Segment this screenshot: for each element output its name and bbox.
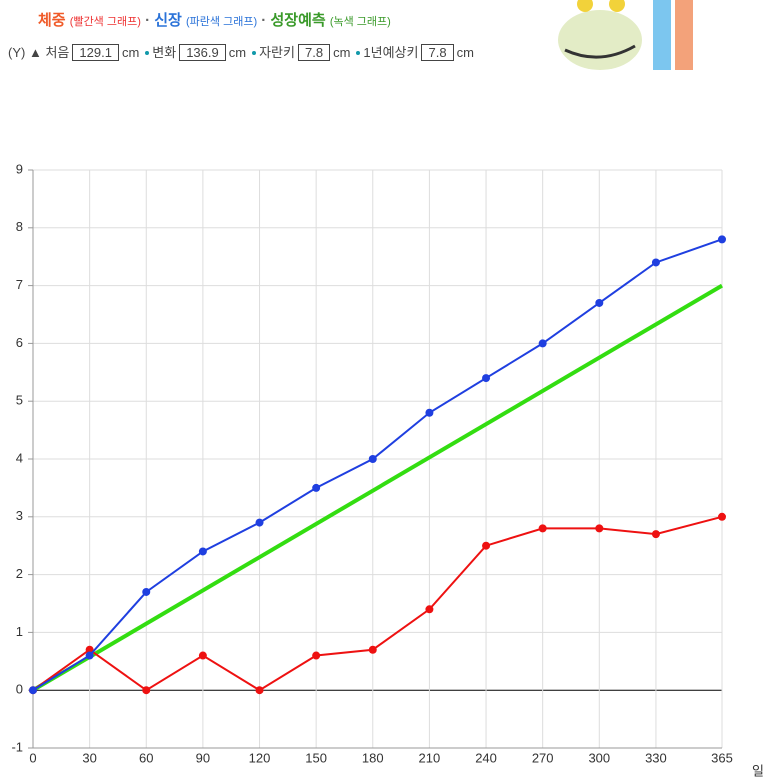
info-unit: cm <box>121 45 140 60</box>
x-tick-label: 300 <box>588 750 610 765</box>
x-tick-label: 120 <box>249 750 271 765</box>
ear <box>577 0 593 12</box>
point <box>538 339 547 348</box>
bullet <box>356 50 361 55</box>
info-label: 1년예상키 <box>363 45 419 60</box>
x-tick-label: 270 <box>532 750 554 765</box>
arrow: ▲ <box>28 45 42 60</box>
point <box>718 235 726 244</box>
bullet <box>252 50 257 55</box>
mouth <box>564 44 636 59</box>
series-line <box>31 283 724 692</box>
y-tick-label: 1 <box>16 624 23 639</box>
point <box>651 530 660 539</box>
x-tick-label: 210 <box>419 750 441 765</box>
point <box>85 645 94 654</box>
info-unit: cm <box>456 45 474 60</box>
y-tick-label: 0 <box>16 682 23 697</box>
mascot <box>558 0 693 70</box>
legend-note: (빨간색 그래프) <box>69 16 141 28</box>
x-tick-label: 180 <box>362 750 384 765</box>
point <box>85 651 94 660</box>
arrow-blue <box>653 0 671 70</box>
y-tick-label: 3 <box>16 508 23 523</box>
y-tick-label: 5 <box>16 393 23 408</box>
x-tick-label: 240 <box>475 750 497 765</box>
bullet <box>145 50 150 55</box>
series-line <box>32 238 723 692</box>
x-tick-label: 90 <box>196 750 210 765</box>
x-tick-label: 60 <box>139 750 153 765</box>
separator: · <box>261 12 267 29</box>
info-label: 처음 <box>45 45 70 60</box>
point <box>368 455 377 463</box>
legend-height: 신장 <box>154 12 182 29</box>
point <box>538 524 547 533</box>
legend-note: (녹색 그래프) <box>329 16 391 28</box>
y-tick-label: 2 <box>16 566 23 581</box>
header: 체중 (빨간색 그래프) · 신장 (파란색 그래프) · 성장예측 (녹색 그… <box>0 0 773 75</box>
info-value: 7.8 <box>297 44 331 61</box>
x-axis-label: 일 <box>752 763 764 778</box>
point <box>198 547 207 556</box>
point <box>595 298 604 307</box>
y-tick-label: 6 <box>16 335 23 350</box>
y-tick-label: -1 <box>11 739 23 754</box>
info-unit: cm <box>333 45 351 60</box>
x-tick-label: 0 <box>29 750 36 765</box>
point <box>142 686 151 695</box>
point <box>718 512 726 521</box>
legend-predict: 성장예측 <box>270 12 326 29</box>
y-tick-label: 7 <box>16 277 23 292</box>
point <box>255 518 264 527</box>
info-value: 7.8 <box>421 44 454 61</box>
point <box>198 651 207 660</box>
legend-note: (파란색 그래프) <box>186 16 258 28</box>
point <box>595 524 604 533</box>
x-tick-label: 150 <box>305 750 327 765</box>
point <box>255 686 264 695</box>
y-tick-label: 9 <box>16 161 23 176</box>
point <box>482 541 491 550</box>
point <box>651 258 660 267</box>
point <box>312 651 321 660</box>
x-tick-label: 30 <box>82 750 96 765</box>
point <box>29 686 37 695</box>
y-tick-label: 8 <box>16 219 23 234</box>
info-label: 변화 <box>152 45 177 60</box>
point <box>425 408 434 417</box>
y-marker: (Y) <box>8 45 26 60</box>
info-unit: cm <box>228 45 247 60</box>
info-value: 136.9 <box>179 44 226 61</box>
ear <box>609 0 625 12</box>
info-label: 자란키 <box>259 45 295 60</box>
separator: · <box>145 12 151 29</box>
point <box>312 483 321 492</box>
point <box>482 374 491 383</box>
y-tick-label: 4 <box>16 450 23 465</box>
legend-weight: 체중 <box>38 12 66 29</box>
point <box>425 605 434 614</box>
point <box>142 587 151 596</box>
x-tick-label: 365 <box>711 750 733 765</box>
arrow-orange <box>675 0 693 70</box>
legend-line: 체중 (빨간색 그래프) · 신장 (파란색 그래프) · 성장예측 (녹색 그… <box>38 9 391 30</box>
x-tick-label: 330 <box>645 750 667 765</box>
info-value: 129.1 <box>72 44 119 61</box>
point <box>368 645 377 654</box>
info-line: (Y) ▲ 처음 129.1 cm 변화 136.9 cm 자란키 7.8 cm 1년예상키 7.8… <box>8 42 474 61</box>
